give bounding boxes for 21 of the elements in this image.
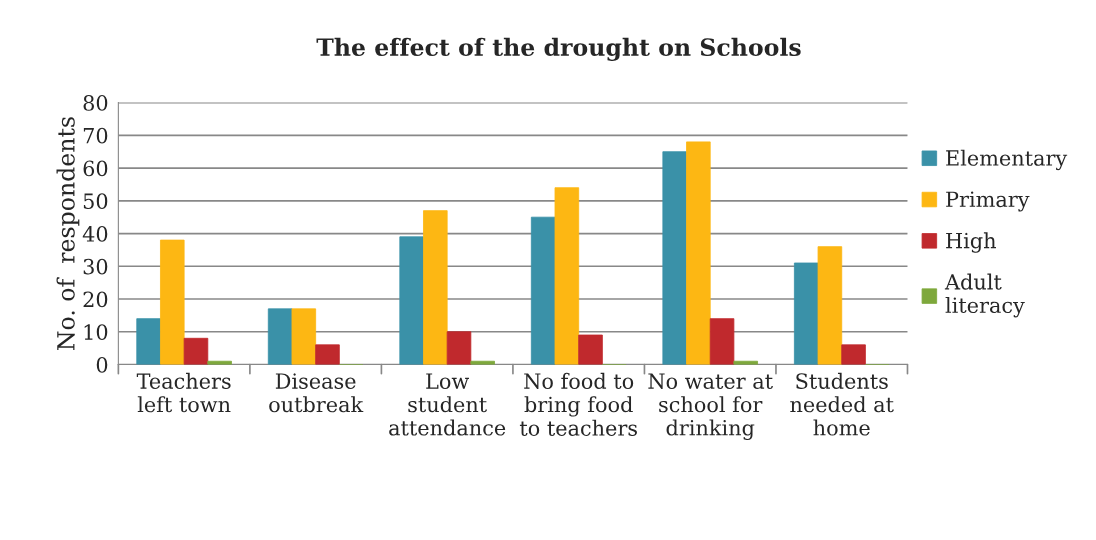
y-tick-label: 20 [83,291,108,308]
y-tick-label: 80 [83,95,108,111]
legend-label: High [946,232,996,253]
x-tick-label: Disease outbreak [269,373,364,413]
y-tick-label: 50 [83,193,108,210]
y-axis-title: No. of respondents [56,117,80,351]
legend-label: Elementary [946,149,1068,171]
y-tick-label: 70 [83,127,108,144]
x-tick-label: Teachers left town [136,372,231,413]
y-tick-label: 40 [82,226,108,242]
y-tick-label: 10 [84,324,108,340]
y-tick-label: 0 [96,356,108,373]
legend-label: Primary [946,191,1030,212]
legend-label: Adult literacy [944,273,1025,318]
y-tick-label: 60 [83,160,108,177]
y-tick-label: 30 [83,258,108,275]
x-tick-label: No food to bring food to teachers [519,372,637,436]
x-tick-label: Students needed at home [790,372,894,436]
x-tick-label: Low student attendance [389,373,506,436]
x-tick-label: No water at school for drinking [648,373,773,440]
chart-title: The effect of the drought on Schools [316,37,801,61]
